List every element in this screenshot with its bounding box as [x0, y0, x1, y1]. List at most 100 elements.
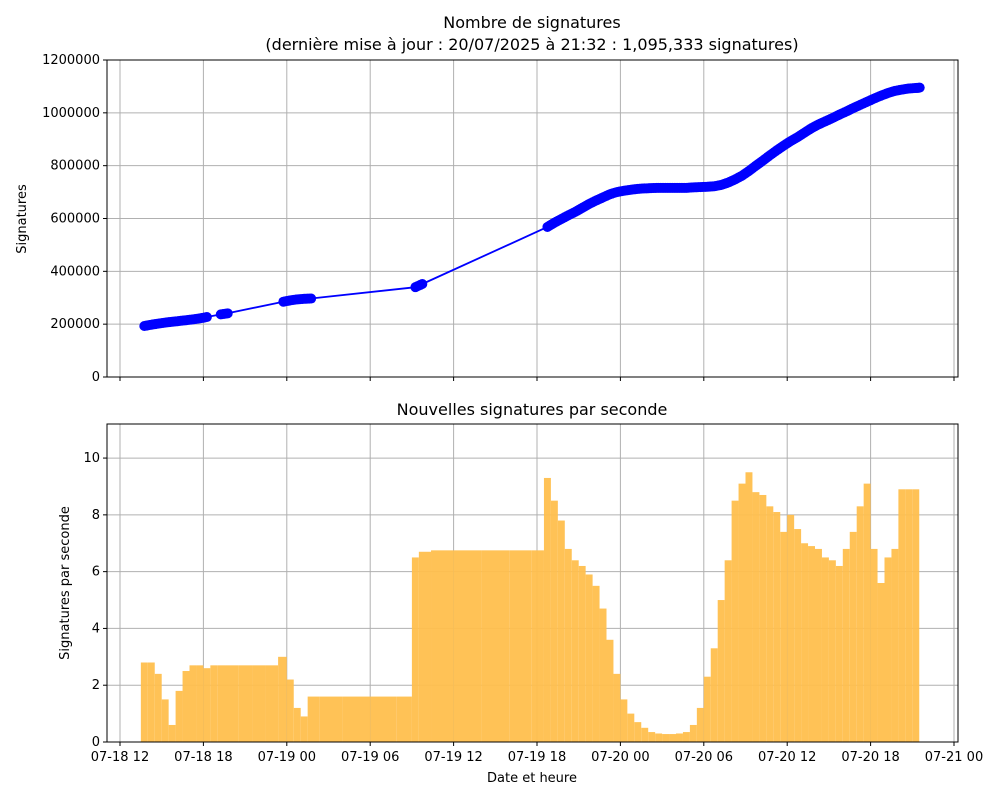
rate-bar — [682, 732, 690, 742]
rate-bar — [912, 489, 920, 742]
rate-bar — [225, 665, 239, 742]
x-tick-label: 07-20 00 — [591, 750, 649, 765]
rate-bar — [182, 671, 190, 742]
y-tick-label: 1200000 — [42, 53, 100, 68]
rate-bar — [557, 520, 565, 742]
data-point — [914, 82, 925, 93]
rate-bar — [724, 560, 732, 742]
rate-bar — [620, 699, 628, 742]
rate-bar — [905, 489, 913, 742]
chart-title: Nouvelles signatures par seconde — [397, 400, 668, 419]
rate-bar — [821, 557, 829, 742]
rate-bars — [140, 472, 920, 742]
rate-bar — [585, 574, 593, 742]
rate-bar — [550, 500, 558, 742]
x-axis-label: Date et heure — [487, 771, 577, 786]
rate-bar — [863, 483, 871, 742]
rate-bar — [613, 673, 621, 742]
x-tick-label: 07-18 18 — [174, 750, 232, 765]
rate-bar — [717, 600, 725, 742]
rate-bar — [648, 732, 656, 742]
rate-bar — [161, 699, 169, 742]
bottom-plot-frame — [106, 423, 959, 743]
rate-bar — [147, 662, 155, 742]
rate-bar — [453, 550, 482, 742]
rate-bar — [787, 514, 795, 742]
rate-bar — [140, 662, 148, 742]
cumulative-signatures-chart: Nombre de signatures (dernière mise à jo… — [15, 13, 959, 385]
rate-bar — [849, 531, 857, 742]
x-tick-label: 07-19 18 — [508, 750, 566, 765]
y-tick-label: 0 — [92, 735, 100, 750]
rate-bar — [599, 608, 607, 742]
rate-bar — [780, 531, 788, 742]
y-tick-label: 800000 — [50, 159, 100, 174]
rate-bar — [773, 512, 781, 742]
bottom-x-axis: 07-18 12 07-18 18 07-19 00 07-19 06 07-19 12… — [91, 742, 983, 765]
rate-signatures-chart: Nouvelles signatures par seconde 0 2 4 6 8 10… — [58, 400, 983, 786]
rate-bar — [759, 494, 767, 742]
top-x-axis — [119, 377, 955, 381]
y-tick-label: 10 — [83, 451, 100, 466]
rate-bar — [738, 483, 746, 742]
rate-bar — [766, 506, 774, 742]
rate-bar — [342, 696, 371, 742]
rate-bar — [815, 548, 822, 742]
data-point — [306, 293, 317, 304]
rate-bar — [481, 550, 510, 742]
x-tick-label: 07-19 06 — [341, 750, 399, 765]
chart-title: Nombre de signatures — [443, 13, 620, 32]
rate-bar — [418, 551, 432, 742]
rate-bar — [703, 676, 711, 742]
x-tick-label: 07-20 12 — [758, 750, 816, 765]
y-tick-label: 4 — [92, 621, 100, 636]
rate-bar — [884, 557, 892, 742]
rate-bar — [877, 583, 885, 742]
chart-subtitle: (dernière mise à jour : 20/07/2025 à 21:… — [265, 35, 798, 54]
rate-bar — [606, 639, 614, 742]
y-tick-label: 2 — [92, 678, 100, 693]
rate-bar — [319, 696, 343, 742]
top-y-axis-label: Signatures — [15, 184, 30, 254]
rate-bar — [662, 734, 670, 742]
rate-bar — [842, 548, 850, 742]
rate-bar — [265, 665, 279, 742]
top-y-axis: 0 200000 400000 600000 800000 1000000 1200000 — [42, 53, 107, 385]
rate-bar — [627, 713, 635, 742]
rate-bar — [252, 665, 266, 742]
y-tick-label: 600000 — [50, 212, 100, 227]
rate-bar — [801, 543, 809, 742]
rate-bar — [396, 696, 412, 742]
rate-bar — [870, 548, 878, 742]
rate-bar — [828, 560, 836, 742]
rate-bar — [808, 546, 815, 742]
rate-bar — [210, 665, 218, 742]
data-point — [222, 308, 233, 319]
rate-bar — [531, 550, 544, 742]
rate-bar — [196, 665, 204, 742]
rate-bar — [300, 716, 308, 742]
rate-bar — [634, 722, 642, 742]
y-tick-label: 8 — [92, 508, 100, 523]
rate-bar — [509, 550, 532, 742]
rate-bar — [669, 734, 676, 742]
rate-bar — [891, 548, 899, 742]
rate-bar — [571, 560, 579, 742]
rate-bar — [370, 696, 397, 742]
data-point — [201, 312, 212, 323]
x-tick-label: 07-20 06 — [675, 750, 733, 765]
x-tick-label: 07-20 18 — [841, 750, 899, 765]
rate-bar — [794, 529, 802, 742]
x-tick-label: 07-19 00 — [258, 750, 316, 765]
rate-bar — [641, 727, 649, 742]
rate-bar — [203, 668, 211, 742]
rate-bar — [431, 550, 454, 742]
x-tick-label: 07-21 00 — [925, 750, 983, 765]
rate-bar — [307, 696, 320, 742]
rate-bar — [898, 489, 906, 742]
rate-bar — [543, 477, 551, 742]
rate-bar — [835, 565, 843, 742]
rate-bar — [578, 565, 586, 742]
bottom-y-axis-label: Signatures par seconde — [58, 506, 73, 660]
y-tick-label: 1000000 — [42, 106, 100, 121]
